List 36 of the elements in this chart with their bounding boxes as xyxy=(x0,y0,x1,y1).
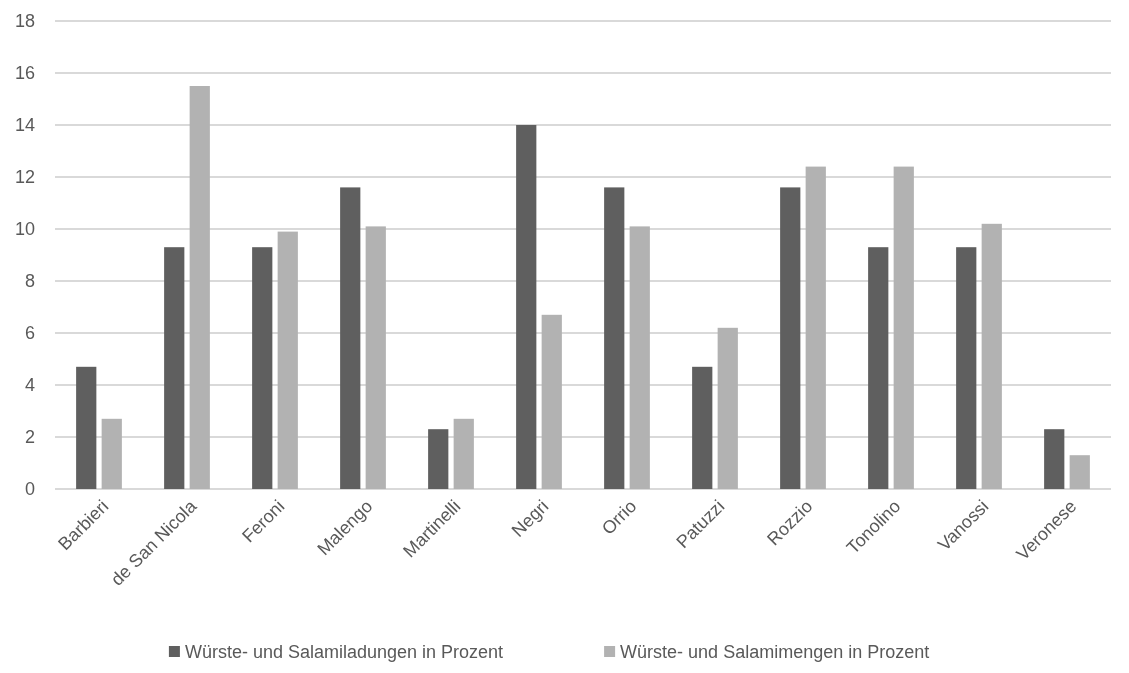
legend-label: Würste- und Salamiladungen in Prozent xyxy=(184,642,504,663)
bar xyxy=(717,327,738,489)
y-tick-label: 8 xyxy=(24,271,35,292)
bar xyxy=(692,366,713,489)
bar xyxy=(805,166,826,489)
bar xyxy=(101,418,122,489)
bar xyxy=(541,314,562,489)
legend-label: Würste- und Salamimengen in Prozent xyxy=(620,642,930,663)
bar xyxy=(277,231,298,489)
y-tick-label: 16 xyxy=(14,63,35,84)
bar xyxy=(189,86,210,489)
bar xyxy=(1044,429,1065,489)
bar xyxy=(340,187,361,489)
bar xyxy=(780,187,801,489)
y-tick-label: 10 xyxy=(14,219,35,240)
bar xyxy=(868,247,889,489)
bar xyxy=(365,226,386,489)
y-tick-label: 12 xyxy=(14,167,35,188)
bar xyxy=(453,418,474,489)
bar xyxy=(629,226,650,489)
bar xyxy=(956,247,977,489)
y-tick-label: 2 xyxy=(24,427,35,448)
y-tick-label: 0 xyxy=(24,479,35,500)
bar xyxy=(164,247,185,489)
bar xyxy=(604,187,625,489)
bar xyxy=(428,429,449,489)
bar xyxy=(76,366,97,489)
y-tick-label: 4 xyxy=(24,375,35,396)
y-tick-label: 6 xyxy=(24,323,35,344)
bar xyxy=(893,166,914,489)
y-tick-label: 14 xyxy=(14,115,35,136)
bar xyxy=(1069,455,1090,489)
y-tick-label: 18 xyxy=(14,11,35,32)
bar xyxy=(981,223,1002,489)
bar xyxy=(516,125,537,489)
bar xyxy=(252,247,273,489)
